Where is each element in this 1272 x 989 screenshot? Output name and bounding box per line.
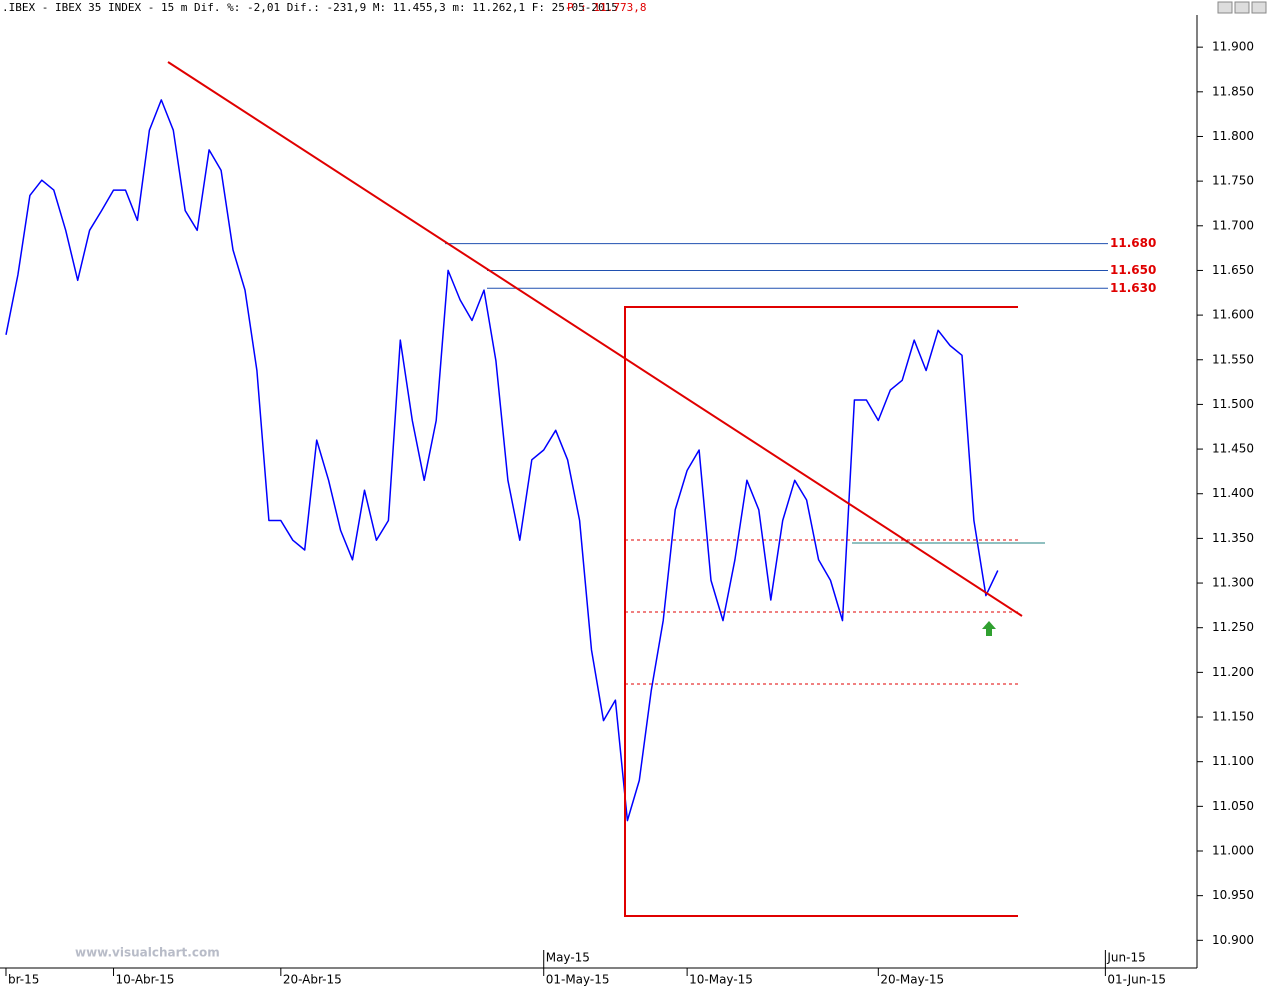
y-tick-label: 11.450 bbox=[1212, 442, 1254, 456]
y-tick-label: 11.150 bbox=[1212, 710, 1254, 724]
x-tick-label: 20-Abr-15 bbox=[283, 973, 342, 987]
y-tick-label: 11.650 bbox=[1212, 263, 1254, 277]
header-info: .IBEX - IBEX 35 INDEX - 15 m Dif. %: -2,… bbox=[2, 1, 618, 14]
x-tick-label: 01-May-15 bbox=[546, 973, 610, 987]
y-tick-label: 11.400 bbox=[1212, 486, 1254, 500]
x-tick-label: 20-May-15 bbox=[880, 973, 944, 987]
minimize-button[interactable] bbox=[1217, 1, 1233, 14]
level-label: 11.680 bbox=[1110, 236, 1156, 250]
level-label: 11.630 bbox=[1110, 281, 1156, 295]
price-line bbox=[5, 99, 999, 822]
y-tick-label: 11.050 bbox=[1212, 799, 1254, 813]
y-tick-label: 11.000 bbox=[1212, 843, 1254, 857]
watermark: www.visualchart.com bbox=[75, 946, 220, 960]
y-tick-label: 11.300 bbox=[1212, 576, 1254, 590]
y-tick-label: 10.950 bbox=[1212, 888, 1254, 902]
y-tick-label: 11.100 bbox=[1212, 754, 1254, 768]
y-tick-label: 10.900 bbox=[1212, 933, 1254, 947]
y-tick-label: 11.750 bbox=[1212, 174, 1254, 188]
y-tick-label: 11.200 bbox=[1212, 665, 1254, 679]
y-tick-label: 11.250 bbox=[1212, 620, 1254, 634]
annotations bbox=[167, 61, 1045, 917]
header-price: P : 11.773,8 bbox=[567, 1, 646, 14]
y-tick-label: 11.500 bbox=[1212, 397, 1254, 411]
x-month-label: May-15 bbox=[546, 951, 590, 965]
trend-line bbox=[167, 61, 1023, 617]
x-tick-label: 01-Jun-15 bbox=[1107, 973, 1166, 987]
buy-arrow bbox=[982, 621, 996, 636]
y-tick-label: 11.700 bbox=[1212, 218, 1254, 232]
range-box bbox=[624, 306, 1018, 917]
y-tick-label: 11.350 bbox=[1212, 531, 1254, 545]
x-tick-label: br-15 bbox=[8, 973, 39, 987]
level-label: 11.650 bbox=[1110, 263, 1156, 277]
window-buttons bbox=[1217, 1, 1267, 14]
y-tick-label: 11.800 bbox=[1212, 129, 1254, 143]
y-tick-label: 11.600 bbox=[1212, 308, 1254, 322]
x-tick-label: 10-Abr-15 bbox=[116, 973, 175, 987]
x-month-label: Jun-15 bbox=[1106, 951, 1145, 965]
close-button[interactable] bbox=[1251, 1, 1267, 14]
header-bar bbox=[0, 0, 1272, 15]
y-tick-label: 11.850 bbox=[1212, 84, 1254, 98]
y-tick-label: 11.550 bbox=[1212, 352, 1254, 366]
y-tick-label: 11.900 bbox=[1212, 40, 1254, 54]
maximize-button[interactable] bbox=[1234, 1, 1250, 14]
x-tick-label: 10-May-15 bbox=[689, 973, 753, 987]
